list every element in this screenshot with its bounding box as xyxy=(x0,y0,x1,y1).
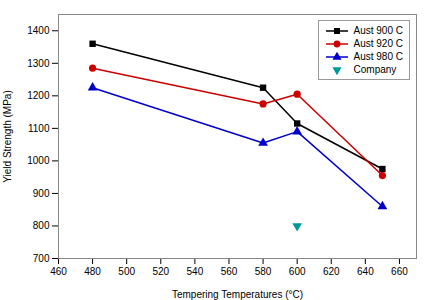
svg-text:480: 480 xyxy=(84,266,101,277)
html-text:Aust 920 C: Aust 920 C xyxy=(353,38,403,49)
svg-text:1000: 1000 xyxy=(27,155,50,166)
svg-text:460: 460 xyxy=(50,266,67,277)
svg-text:800: 800 xyxy=(33,220,50,231)
svg-text:580: 580 xyxy=(255,266,272,277)
svg-text:540: 540 xyxy=(187,266,204,277)
svg-text:560: 560 xyxy=(221,266,238,277)
html-text:Aust 980 C: Aust 980 C xyxy=(353,51,403,62)
svg-text:1400: 1400 xyxy=(27,25,50,36)
svg-text:1300: 1300 xyxy=(27,58,50,69)
svg-text:Tempering Temperatures (°C): Tempering Temperatures (°C) xyxy=(172,289,303,300)
svg-text:1100: 1100 xyxy=(28,123,50,134)
svg-text:Yield Strength (MPa): Yield Strength (MPa) xyxy=(2,90,13,182)
svg-text:520: 520 xyxy=(152,266,169,277)
svg-text:640: 640 xyxy=(357,266,374,277)
svg-text:700: 700 xyxy=(33,253,50,264)
svg-text:1200: 1200 xyxy=(27,90,50,101)
html-text:Aust 900 C: Aust 900 C xyxy=(353,25,403,36)
svg-text:600: 600 xyxy=(289,266,306,277)
svg-text:900: 900 xyxy=(33,188,50,199)
svg-text:500: 500 xyxy=(118,266,135,277)
svg-text:620: 620 xyxy=(323,266,340,277)
svg-text:660: 660 xyxy=(391,266,408,277)
html-text:Company: Company xyxy=(353,64,397,75)
